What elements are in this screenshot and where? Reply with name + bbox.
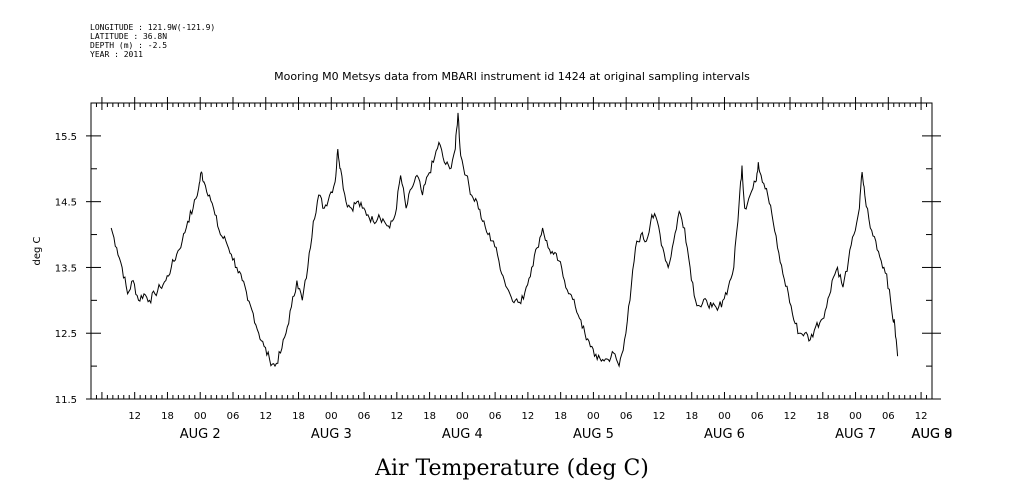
x-day-label: AUG 7: [835, 427, 876, 442]
plot-frame: [90, 102, 933, 400]
x-day-label: AUG 5: [573, 427, 614, 442]
x-tick-label: 12: [259, 411, 272, 422]
latitude-label: LATITUDE : 36.8N: [90, 32, 167, 41]
x-tick-label: 00: [194, 411, 207, 422]
x-tick-label: 12: [128, 411, 141, 422]
x-tick-label: 06: [882, 411, 895, 422]
x-axis: 12 18 00 06 12 18 00 06 12 18 00 06 12 18 00 06 12 18 00 06…: [90, 97, 953, 442]
y-tick-label: 14.5: [55, 198, 77, 209]
y-tick-label: 15.5: [55, 132, 77, 143]
x-tick-label: 18: [292, 411, 305, 422]
x-day-label: AUG 2: [180, 427, 221, 442]
x-tick-label: 18: [685, 411, 698, 422]
y-tick-label: 13.5: [55, 263, 77, 274]
x-tick-label: 06: [227, 411, 240, 422]
x-tick-label: 00: [325, 411, 338, 422]
x-tick-label: 06: [358, 411, 371, 422]
x-tick-label: 12: [390, 411, 403, 422]
x-tick-label: 12: [653, 411, 666, 422]
x-tick-label: 18: [816, 411, 829, 422]
x-axis-title: Air Temperature (deg C): [374, 456, 649, 481]
chart-title: Mooring M0 Metsys data from MBARI instru…: [274, 70, 750, 83]
x-day-label: AUG 3: [311, 427, 352, 442]
x-day-label: AUG 4: [442, 427, 483, 442]
x-day-label: AUG 8: [912, 427, 953, 442]
x-tick-label: 12: [915, 411, 928, 422]
x-tick-label: 00: [849, 411, 862, 422]
x-tick-label: 18: [423, 411, 436, 422]
depth-label: DEPTH (m) : -2.5: [90, 41, 167, 50]
x-day-label: AUG 6: [704, 427, 745, 442]
x-tick-label: 06: [620, 411, 633, 422]
x-tick-label: 00: [718, 411, 731, 422]
year-label: YEAR : 2011: [90, 50, 143, 59]
x-tick-label: 06: [751, 411, 764, 422]
x-tick-label: 18: [161, 411, 174, 422]
y-axis: 11.5 12.5 13.5 14.5 15.5: [55, 102, 941, 406]
y-axis-title: deg C: [32, 236, 43, 265]
x-day-label: AUG 9: [912, 427, 953, 442]
series-layer: [110, 112, 899, 368]
x-tick-label: 18: [554, 411, 567, 422]
x-tick-label: 12: [522, 411, 535, 422]
y-tick-label: 11.5: [55, 395, 77, 406]
x-tick-label: 06: [489, 411, 502, 422]
y-tick-label: 12.5: [55, 329, 77, 340]
x-tick-label: 00: [587, 411, 600, 422]
air-temperature-line: [110, 112, 899, 368]
longitude-label: LONGITUDE : 121.9W(-121.9): [90, 23, 215, 32]
x-tick-label: 00: [456, 411, 469, 422]
x-tick-label: 12: [784, 411, 797, 422]
